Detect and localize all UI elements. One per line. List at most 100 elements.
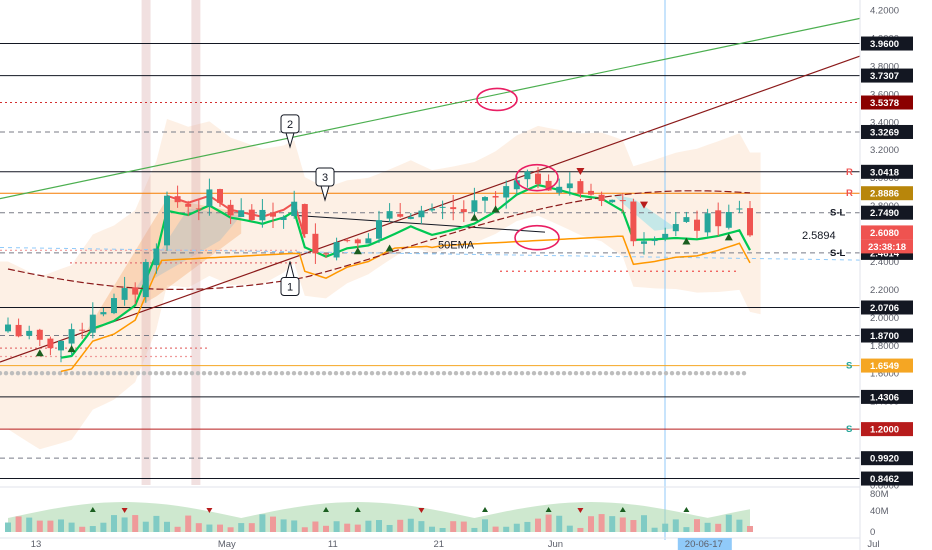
dot-row-marker [147,371,153,376]
dot-row-marker [375,371,381,376]
candle-body [715,210,722,227]
dot-row-marker [573,371,579,376]
sell-signal-marker [640,201,648,209]
candle-body [164,195,170,246]
time-axis[interactable]: 13 May 11 21 Jun 20-06-17 Jul [0,537,879,550]
dot-row-marker [333,371,339,376]
dot-row-marker [123,371,129,376]
volume-signal-marker [619,507,626,512]
volume-bar [47,520,54,532]
dot-row-marker [141,371,147,376]
volume-bar [407,518,414,532]
dot-row-marker [555,371,561,376]
volume-signal-marker [323,507,329,512]
volume-bar [556,515,563,532]
time-tick-label: May [218,539,236,550]
dot-row-marker [525,371,531,376]
volume-bar [513,523,520,532]
band-fill [0,119,761,450]
candle-body [492,195,499,198]
dot-row-marker [531,371,537,376]
price-tick-label: 2.0000 [870,313,899,324]
candle-body [100,312,107,315]
candle-body [386,211,393,219]
candle-body [227,204,234,216]
price-tick-label: 4.2000 [870,6,899,17]
callout-label: 2 [287,119,293,131]
ema-50-label: 50EMA [438,240,475,252]
volume-bar [217,524,223,532]
buy-signal-marker [470,213,479,221]
dot-row-marker [3,371,9,376]
buy-signal-marker [682,237,691,245]
dot-row-marker [657,371,663,376]
dot-row-marker [99,371,105,376]
dot-row-marker [57,371,63,376]
level-tag-4: S [846,361,852,372]
callout-3: 3 [315,167,335,202]
hand-drawn-circle [476,87,518,112]
volume-bar [174,526,181,532]
dot-row-marker [465,371,471,376]
level-tag-1: R [846,188,853,199]
candle-body [736,208,743,210]
volume-bar [725,514,732,532]
volume-bar [280,519,287,532]
price-label-text: 2.4614 [870,248,900,259]
time-tick-label: Jun [548,539,563,550]
volume-bar [736,519,743,532]
candle-body [89,314,96,333]
dot-row-marker [627,371,633,376]
candle-body [344,240,351,242]
dot-row-marker [363,371,369,376]
callout-box [280,114,300,134]
dot-row-marker [159,371,165,376]
volume-bar [111,515,117,532]
volume-bar [492,526,499,532]
volume-tick-label: 0 [870,527,875,538]
dot-row-marker [453,371,459,376]
hand-drawn-circle [514,224,560,251]
candle-body [609,199,616,203]
candle-body [365,238,372,244]
price-axis[interactable]: 4.20004.00003.80003.60003.40003.20003.00… [859,0,932,550]
dot-row-marker [597,371,603,376]
candle-body [206,189,213,207]
dot-row-marker [9,371,15,376]
candle-body [747,208,753,236]
volume-bar [344,523,351,532]
price-tick-label: 2.2000 [870,285,899,296]
buy-signal-marker [491,205,500,213]
dot-row-marker [231,371,237,376]
volume-bar [206,524,213,532]
candle-body [58,340,64,351]
candle-body [333,242,340,258]
candle-body [280,217,287,220]
dot-row-marker [129,371,135,376]
dot-row-marker [291,371,297,376]
dot-row-marker [63,371,69,376]
dot-row-marker [105,371,111,376]
volume-bar [429,526,435,532]
dot-row-marker [543,371,549,376]
price-tick-label: 3.2000 [870,145,899,156]
callout-label: 3 [322,172,328,184]
dot-row-marker [489,371,495,376]
dot-row-marker [429,371,435,376]
dot-row-marker [603,371,609,376]
price-tick-label: 3.4000 [870,117,899,128]
price-label-text: 1.6549 [870,361,899,372]
dot-row-marker [495,371,501,376]
dot-row-marker [651,371,657,376]
price-label-text: 0.8462 [870,474,899,485]
candle-body [312,233,319,254]
dot-row-marker [507,371,513,376]
volume-bar [132,515,139,532]
dot-row-marker [195,371,201,376]
volume-bar [683,527,690,532]
dot-row-marker [0,371,3,376]
price-label-box [861,95,913,110]
volume-bar [747,525,753,532]
dot-row-marker [591,371,597,376]
